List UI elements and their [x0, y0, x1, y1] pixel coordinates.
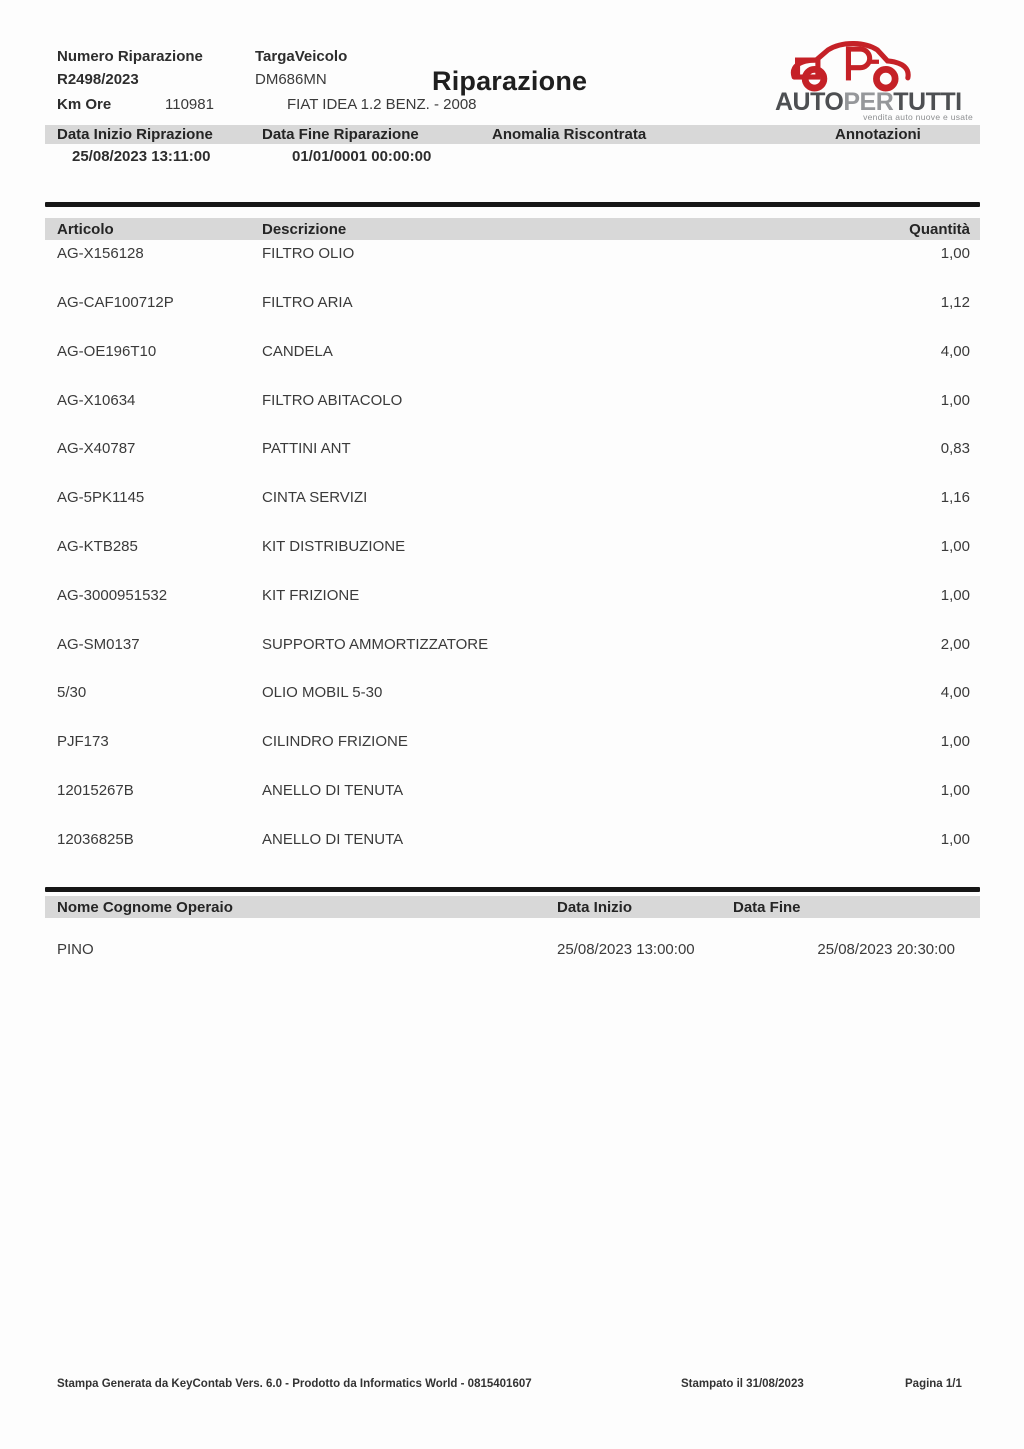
table-row: AG-SM0137 SUPPORTO AMMORTIZZATORE 2,00	[45, 636, 980, 656]
footer-print-date: Stampato il 31/08/2023	[681, 1378, 804, 1390]
data-fine-value: 01/01/0001 00:00:00	[292, 148, 432, 165]
numero-riparazione-value: R2498/2023	[57, 71, 139, 88]
article-quantity: 1,00	[940, 587, 970, 604]
article-quantity: 1,00	[940, 733, 970, 750]
article-quantity: 2,00	[940, 636, 970, 653]
footer-page-number: Pagina 1/1	[905, 1378, 962, 1390]
articolo-column-header: Articolo	[57, 221, 114, 238]
article-quantity: 1,00	[940, 392, 970, 409]
table-row: AG-3000951532 KIT FRIZIONE 1,00	[45, 587, 980, 607]
operator-end: 25/08/2023 20:30:00	[817, 941, 955, 958]
data-fine-label: Data Fine Riparazione	[262, 126, 419, 143]
article-quantity: 4,00	[940, 343, 970, 360]
table-row: AG-X156128 FILTRO OLIO 1,00	[45, 245, 980, 265]
article-quantity: 4,00	[940, 684, 970, 701]
data-inizio-value: 25/08/2023 13:11:00	[72, 148, 211, 165]
header-strip: Data Inizio Riprazione Data Fine Riparaz…	[45, 125, 980, 144]
articles-table-header: Articolo Descrizione Quantità	[45, 218, 980, 240]
article-description: PATTINI ANT	[262, 440, 351, 457]
car-logo-icon	[790, 40, 911, 92]
vehicle-description: FIAT IDEA 1.2 BENZ. - 2008	[287, 96, 477, 113]
article-code: AG-SM0137	[57, 636, 140, 653]
article-code: AG-OE196T10	[57, 343, 157, 360]
table-row: 12036825B ANELLO DI TENUTA 1,00	[45, 831, 980, 851]
data-inizio-label: Data Inizio Riprazione	[57, 126, 213, 143]
targa-veicolo-value: DM686MN	[255, 71, 327, 88]
brand-tagline: vendita auto nuove e usate	[863, 112, 973, 122]
footer-generator-text: Stampa Generata da KeyContab Vers. 6.0 -…	[57, 1378, 532, 1390]
article-description: FILTRO OLIO	[262, 245, 355, 262]
page-title: Riparazione	[432, 66, 588, 96]
article-code: PJF173	[57, 733, 109, 750]
km-ore-label: Km Ore	[57, 96, 112, 113]
article-quantity: 1,00	[940, 782, 970, 799]
article-code: AG-X40787	[57, 440, 136, 457]
table-row: AG-X40787 PATTINI ANT 0,83	[45, 440, 980, 460]
article-quantity: 1,16	[940, 489, 970, 506]
data-fine-column-header: Data Fine	[733, 899, 801, 916]
article-description: KIT DISTRIBUZIONE	[262, 538, 406, 555]
article-description: ANELLO DI TENUTA	[262, 831, 404, 848]
article-quantity: 1,00	[940, 831, 970, 848]
table-row: 12015267B ANELLO DI TENUTA 1,00	[45, 782, 980, 802]
article-description: FILTRO ABITACOLO	[262, 392, 403, 409]
table-row: AG-CAF100712P FILTRO ARIA 1,12	[45, 294, 980, 314]
targa-veicolo-label: TargaVeicolo	[255, 48, 348, 65]
article-code: AG-X10634	[57, 392, 136, 409]
table-row: AG-OE196T10 CANDELA 4,00	[45, 343, 980, 363]
table-row: PJF173 CILINDRO FRIZIONE 1,00	[45, 733, 980, 753]
article-description: CANDELA	[262, 343, 333, 360]
quantita-column-header: Quantità	[909, 221, 970, 238]
article-code: AG-KTB285	[57, 538, 138, 555]
divider-rule	[45, 887, 980, 892]
table-row: AG-KTB285 KIT DISTRIBUZIONE 1,00	[45, 538, 980, 558]
km-ore-value: 110981	[165, 96, 214, 113]
operator-row: PINO 25/08/2023 13:00:00 25/08/2023 20:3…	[45, 941, 980, 961]
article-description: OLIO MOBIL 5-30	[262, 684, 383, 701]
operator-name: PINO	[57, 941, 94, 958]
data-inizio-column-header: Data Inizio	[557, 899, 633, 916]
brand-tutti: TUTTI	[893, 88, 962, 116]
article-quantity: 1,00	[940, 538, 970, 555]
annotazioni-label: Annotazioni	[835, 126, 921, 143]
operaio-column-header: Nome Cognome Operaio	[57, 899, 233, 916]
table-row: 5/30 OLIO MOBIL 5-30 4,00	[45, 684, 980, 704]
article-code: AG-X156128	[57, 245, 144, 262]
divider-rule	[45, 202, 980, 207]
article-code: 12036825B	[57, 831, 134, 848]
article-description: CILINDRO FRIZIONE	[262, 733, 408, 750]
article-quantity: 0,83	[940, 440, 970, 457]
brand-wordmark: AUTOPERTUTTI	[775, 88, 975, 117]
article-quantity: 1,00	[940, 245, 970, 262]
article-description: KIT FRIZIONE	[262, 587, 360, 604]
article-quantity: 1,12	[940, 294, 970, 311]
brand-per: PER	[843, 88, 894, 116]
operators-table-header: Nome Cognome Operaio Data Inizio Data Fi…	[45, 896, 980, 918]
descrizione-column-header: Descrizione	[262, 221, 347, 238]
table-row: AG-X10634 FILTRO ABITACOLO 1,00	[45, 392, 980, 412]
operator-start: 25/08/2023 13:00:00	[557, 941, 695, 958]
article-code: AG-CAF100712P	[57, 294, 174, 311]
table-row: AG-5PK1145 CINTA SERVIZI 1,16	[45, 489, 980, 509]
anomalia-label: Anomalia Riscontrata	[492, 126, 647, 143]
numero-riparazione-label: Numero Riparazione	[57, 48, 203, 65]
article-description: FILTRO ARIA	[262, 294, 353, 311]
article-description: ANELLO DI TENUTA	[262, 782, 404, 799]
article-description: SUPPORTO AMMORTIZZATORE	[262, 636, 489, 653]
article-description: CINTA SERVIZI	[262, 489, 368, 506]
brand-auto: AUTO	[775, 88, 844, 116]
article-code: 5/30	[57, 684, 87, 701]
article-code: AG-5PK1145	[57, 489, 145, 506]
article-code: 12015267B	[57, 782, 134, 799]
autopertutti-logo: AUTOPERTUTTI vendita auto nuove e usate	[775, 36, 980, 128]
article-code: AG-3000951532	[57, 587, 168, 604]
